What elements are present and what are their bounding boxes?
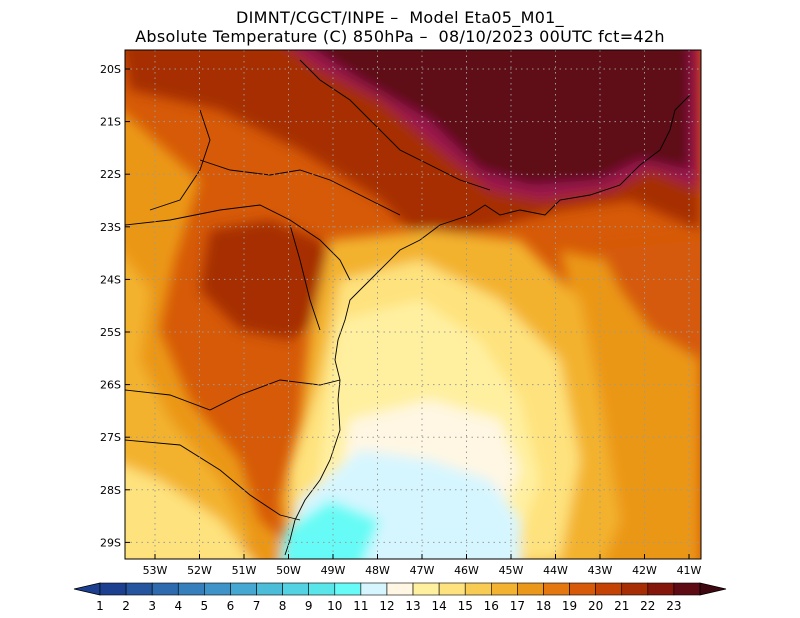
lat-label: 24S bbox=[100, 273, 121, 286]
lon-label: 43W bbox=[588, 564, 613, 577]
lon-label: 42W bbox=[632, 564, 657, 577]
lat-label: 20S bbox=[100, 63, 121, 76]
lon-label: 48W bbox=[365, 564, 390, 577]
colorbar-swatch bbox=[177, 582, 205, 596]
colorbar-label: 18 bbox=[536, 599, 551, 613]
colorbar-swatch bbox=[99, 582, 127, 596]
lat-label: 25S bbox=[100, 326, 121, 339]
colorbar-swatch bbox=[517, 582, 544, 596]
colorbar-swatch bbox=[412, 582, 440, 596]
colorbar-swatch bbox=[334, 582, 362, 596]
lon-label: 51W bbox=[232, 564, 257, 577]
colorbar-label: 17 bbox=[510, 599, 525, 613]
colorbar-swatch bbox=[595, 582, 623, 596]
colorbar-swatch bbox=[621, 582, 649, 596]
colorbar-label: 1 bbox=[96, 599, 104, 613]
lon-label: 41W bbox=[677, 564, 702, 577]
lat-label: 26S bbox=[100, 379, 121, 392]
colorbar-swatch bbox=[151, 582, 179, 596]
colorbar-swatch bbox=[230, 582, 257, 596]
lat-label: 21S bbox=[100, 116, 121, 129]
colorbar-label: 16 bbox=[484, 599, 499, 613]
temperature-field bbox=[125, 50, 701, 559]
colorbar-arrow-low bbox=[73, 582, 101, 596]
lon-label: 44W bbox=[543, 564, 568, 577]
map-frame bbox=[124, 49, 702, 560]
lon-label: 46W bbox=[454, 564, 479, 577]
colorbar-swatch bbox=[282, 582, 309, 596]
longitude-labels: 53W 52W 51W 50W 49W 48W 47W 46W 45W 44W 43W 42W 41W bbox=[143, 554, 702, 577]
map-title-line2: Absolute Temperature (C) 850hPa – 08/10/… bbox=[135, 27, 665, 46]
lat-label: 28S bbox=[100, 484, 121, 497]
lat-label: 22S bbox=[100, 168, 121, 181]
colorbar-swatch bbox=[543, 582, 570, 596]
colorbar-swatch bbox=[569, 582, 596, 596]
lon-label: 52W bbox=[187, 564, 212, 577]
colorbar-swatch bbox=[673, 582, 701, 596]
colorbar-label: 15 bbox=[458, 599, 473, 613]
lon-label: 49W bbox=[321, 564, 346, 577]
colorbar-swatch bbox=[125, 582, 153, 596]
lon-label: 45W bbox=[499, 564, 524, 577]
colorbar-label: 13 bbox=[405, 599, 420, 613]
colorbar-label: 2 bbox=[122, 599, 130, 613]
colorbar-label: 9 bbox=[305, 599, 313, 613]
colorbar-swatch bbox=[386, 582, 414, 596]
lon-label: 50W bbox=[276, 564, 301, 577]
colorbar-label: 22 bbox=[640, 599, 655, 613]
colorbar-label: 23 bbox=[666, 599, 681, 613]
colorbar-swatch bbox=[647, 582, 675, 596]
lat-label: 27S bbox=[100, 431, 121, 444]
colorbar-swatch bbox=[438, 582, 466, 596]
lat-label: 29S bbox=[100, 536, 121, 549]
colorbar-label: 14 bbox=[431, 599, 446, 613]
colorbar-label: 7 bbox=[253, 599, 261, 613]
colorbar-label: 8 bbox=[279, 599, 287, 613]
colorbar-label: 10 bbox=[327, 599, 342, 613]
colorbar-swatch bbox=[360, 582, 388, 596]
colorbar: 1 2 3 4 5 6 7 8 9 10 11 12 13 14 15 16 17 18 19 20 21 22 23 bbox=[73, 582, 727, 613]
colorbar-label: 3 bbox=[148, 599, 156, 613]
lat-label: 23S bbox=[100, 221, 121, 234]
colorbar-label: 21 bbox=[614, 599, 629, 613]
colorbar-label: 6 bbox=[227, 599, 235, 613]
colorbar-label: 19 bbox=[562, 599, 577, 613]
colorbar-label: 12 bbox=[379, 599, 394, 613]
lon-label: 47W bbox=[410, 564, 435, 577]
colorbar-label: 20 bbox=[588, 599, 603, 613]
colorbar-swatch bbox=[204, 582, 231, 596]
coastline bbox=[125, 59, 691, 556]
map-grid bbox=[125, 50, 701, 559]
colorbar-label: 5 bbox=[201, 599, 209, 613]
latitude-labels: 20S 21S 22S 23S 24S 25S 26S 27S 28S 29S bbox=[100, 63, 130, 549]
lon-label: 53W bbox=[143, 564, 168, 577]
colorbar-swatch bbox=[256, 582, 283, 596]
colorbar-swatch bbox=[491, 582, 518, 596]
colorbar-label: 4 bbox=[174, 599, 182, 613]
map-title-line1: DIMNT/CGCT/INPE – Model Eta05_M01_ bbox=[236, 8, 564, 27]
colorbar-swatch bbox=[308, 582, 336, 596]
colorbar-swatch bbox=[464, 582, 492, 596]
colorbar-arrow-high bbox=[699, 582, 727, 596]
colorbar-label: 11 bbox=[353, 599, 368, 613]
